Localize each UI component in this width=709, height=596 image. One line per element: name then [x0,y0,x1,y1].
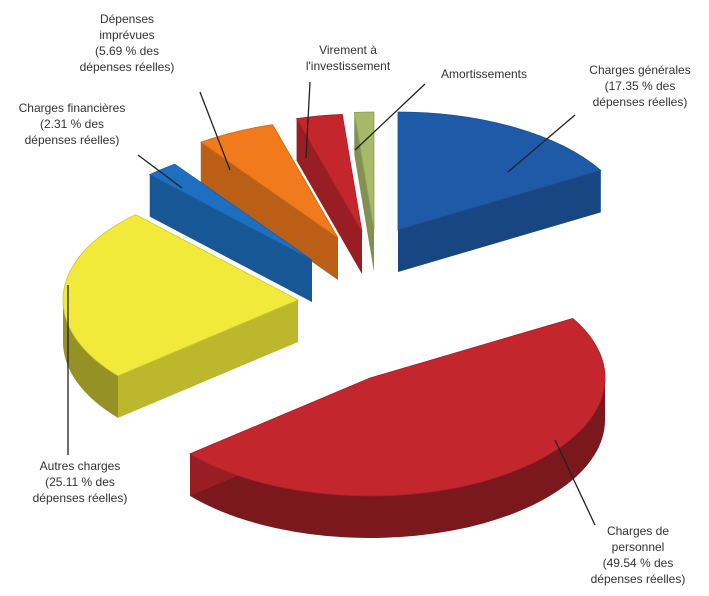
slice-top-virement-a-l-investissement [295,114,363,233]
label-line: (2.31 % des [40,117,104,131]
label-line: Virement à [319,43,377,57]
label-line: (17.35 % des [605,79,676,93]
label-line: (49.54 % des [603,556,674,570]
slice-side-virement-a-l-investissement-0 [296,118,362,274]
label-charges-generales: Charges générales (17.35 % des dépenses ré… [589,63,690,109]
label-line: Autres charges [40,459,121,473]
slice-side-charges-generales-1 [398,170,601,272]
label-line: (25.11 % des [45,475,115,489]
label-charges-financieres: Charges financières (2.31 % des dépenses r… [19,101,126,147]
slice-side-autres-charges-0 [117,300,299,418]
label-line: dépenses réelles) [593,95,688,109]
slice-labels: Charges générales (17.35 % des dépenses ré… [19,12,691,586]
label-line: dépenses réelles) [80,60,175,74]
slice-charges-generales [397,111,602,272]
leader-charges-generales [507,114,576,173]
label-line: Dépenses [100,12,154,26]
slice-charges-de-personnel [189,317,606,538]
leader-charges-financieres [137,154,183,189]
slice-top-depenses-imprevues [199,124,339,239]
label-amortissements: Amortissements [441,67,527,81]
slice-top-amortissements [353,111,375,231]
slice-depenses-imprevues [199,124,339,280]
label-line: personnel [612,540,665,554]
slice-autres-charges [62,214,299,418]
label-charges-de-personnel: Charges de personnel (49.54 % des dépenses … [591,524,686,586]
label-autres-charges: Autres charges (25.11 % des dépenses réell… [33,459,128,505]
pie-slices [62,111,606,538]
slice-wall-autres-charges [63,300,118,418]
leader-depenses-imprevues [199,91,231,171]
leader-virement-a-l-investissement [305,81,311,159]
slice-top-autres-charges [62,214,299,377]
label-virement-a-l-investissement: Virement à l'investissement [306,43,391,73]
slice-side-amortissements-0 [354,112,374,272]
label-line: Charges générales [589,63,690,77]
slice-charges-financieres [148,163,313,302]
slice-top-charges-financieres [148,163,313,261]
slice-side-depenses-imprevues-0 [200,142,338,280]
leader-charges-de-personnel [554,439,596,526]
label-line: (5.69 % des [95,44,159,58]
label-line: dépenses réelles) [25,133,120,147]
label-line: l'investissement [306,59,391,73]
label-line: dépenses réelles) [591,572,686,586]
slice-top-charges-de-personnel [189,317,606,497]
label-line: Amortissements [441,67,527,81]
label-line: dépenses réelles) [33,491,128,505]
leader-lines [67,81,596,526]
slice-amortissements [353,111,375,272]
leader-amortissements [354,83,426,151]
label-line: imprévues [99,28,154,42]
label-line: Charges financières [19,101,126,115]
slice-virement-a-l-investissement [295,114,363,274]
slice-wall-charges-de-personnel [189,378,605,538]
label-depenses-imprevues: Dépenses imprévues (5.69 % des dépenses rée… [80,12,175,74]
slice-top-charges-generales [397,111,602,231]
label-line: Charges de [607,524,669,538]
